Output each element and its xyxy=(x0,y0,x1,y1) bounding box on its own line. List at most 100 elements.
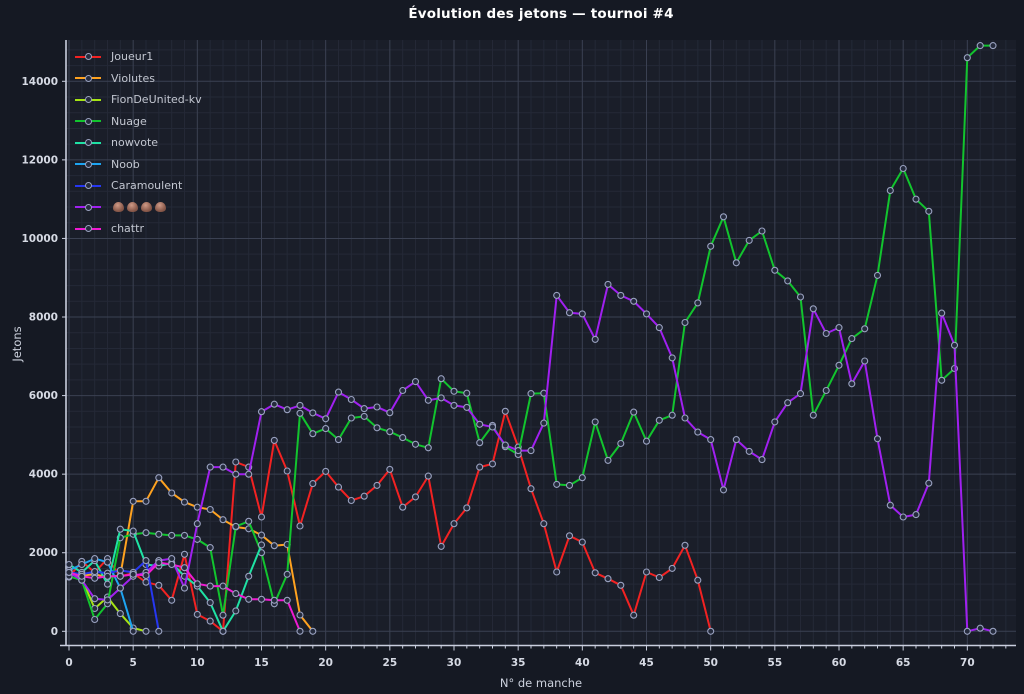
data-point-marker xyxy=(116,572,124,580)
x-tick-label: 45 xyxy=(639,657,654,669)
data-point-marker xyxy=(630,297,638,305)
legend-item-fiondeunited-kv[interactable]: FionDeUnited-kv xyxy=(75,89,202,111)
data-point-marker xyxy=(424,444,432,452)
data-point-marker xyxy=(424,472,432,480)
data-point-marker xyxy=(758,227,766,235)
data-point-marker xyxy=(719,213,728,221)
data-point-marker xyxy=(155,530,163,538)
legend-item-nuage[interactable]: Nuage xyxy=(75,111,202,133)
data-point-marker xyxy=(116,525,124,533)
data-point-marker xyxy=(437,394,445,402)
data-point-marker xyxy=(180,550,189,558)
legend-marker-dot xyxy=(84,139,92,147)
data-point-marker xyxy=(270,436,278,444)
data-point-marker xyxy=(553,568,561,576)
data-point-marker xyxy=(848,380,856,388)
data-point-marker xyxy=(386,428,394,436)
data-point-marker xyxy=(257,595,266,603)
data-point-marker xyxy=(399,434,407,442)
x-tick-labels: 0 5 10 15 20 25 30 35 40 45 50 55 60 65 70 xyxy=(65,657,974,669)
data-point-marker xyxy=(206,505,214,514)
legend-label: Violutes xyxy=(111,71,155,85)
data-point-marker xyxy=(873,271,882,279)
x-tick-label: 15 xyxy=(254,657,269,669)
data-point-marker xyxy=(784,277,792,285)
data-point-marker xyxy=(463,504,471,512)
data-point-marker xyxy=(142,529,150,537)
data-point-marker xyxy=(835,361,843,369)
data-point-marker xyxy=(488,423,497,431)
chart-title: Évolution des jetons — tournoi #4 xyxy=(408,6,674,22)
legend-swatch xyxy=(75,117,101,125)
data-point-marker xyxy=(655,416,663,424)
data-point-marker xyxy=(386,409,394,417)
data-point-marker xyxy=(347,414,355,422)
poop-emoji-icon xyxy=(154,201,166,212)
legend-item-poop-emojis[interactable] xyxy=(75,197,202,219)
legend-swatch xyxy=(75,225,101,233)
data-point-marker xyxy=(925,207,933,215)
data-point-marker xyxy=(232,458,240,466)
y-tick-label: 4000 xyxy=(29,469,58,481)
data-point-marker xyxy=(180,531,189,539)
data-point-marker xyxy=(103,580,112,588)
data-point-marker xyxy=(193,580,201,588)
data-point-marker xyxy=(103,596,112,604)
y-tick-label: 14000 xyxy=(21,76,58,88)
data-point-marker xyxy=(322,467,330,475)
data-point-marker xyxy=(642,437,651,445)
data-point-marker xyxy=(245,572,253,580)
legend-item-chattr[interactable]: chattr xyxy=(75,218,202,240)
poop-emoji-icon xyxy=(140,201,152,212)
data-point-marker xyxy=(925,479,933,487)
data-point-marker xyxy=(116,610,124,618)
data-point-marker xyxy=(796,293,805,301)
legend-item-joueur1[interactable]: Joueur1 xyxy=(75,46,202,68)
data-point-marker xyxy=(219,516,227,524)
data-point-marker xyxy=(91,615,99,624)
y-tick-label: 0 xyxy=(51,626,58,638)
data-point-marker xyxy=(347,496,355,505)
legend-marker-dot xyxy=(84,74,92,82)
data-point-marker xyxy=(668,354,676,362)
x-tick-label: 30 xyxy=(447,657,462,669)
x-tick-label: 10 xyxy=(190,657,205,669)
legend-marker-dot xyxy=(84,225,92,233)
data-point-marker xyxy=(681,414,689,422)
data-point-marker xyxy=(899,164,907,173)
data-point-marker xyxy=(771,266,779,274)
data-point-marker xyxy=(116,566,124,574)
legend-item-nowvote[interactable]: nowvote xyxy=(75,132,202,154)
data-point-marker xyxy=(232,607,240,615)
plot-area xyxy=(66,40,1016,646)
series-line-poop-emojis xyxy=(65,280,997,635)
data-point-marker xyxy=(360,405,368,413)
data-point-marker xyxy=(334,483,343,491)
legend-item-violutes[interactable]: Violutes xyxy=(75,68,202,90)
legend-label: nowvote xyxy=(111,136,159,150)
legend-item-noob[interactable]: Noob xyxy=(75,154,202,176)
data-point-marker xyxy=(565,309,574,317)
grid-major xyxy=(66,40,1016,646)
data-point-marker xyxy=(168,531,176,539)
data-point-marker xyxy=(232,522,240,530)
data-point-marker xyxy=(78,560,86,569)
legend-item-caramoulent[interactable]: Caramoulent xyxy=(75,175,202,197)
data-point-marker xyxy=(553,480,561,488)
y-tick-label: 12000 xyxy=(21,154,58,166)
data-point-marker xyxy=(168,555,176,563)
data-point-marker xyxy=(861,325,869,333)
data-point-marker xyxy=(283,570,291,578)
data-point-marker xyxy=(463,403,471,411)
data-point-marker xyxy=(142,627,150,635)
data-point-marker xyxy=(270,400,278,408)
data-point-marker xyxy=(334,388,343,396)
data-point-marker xyxy=(989,42,997,50)
data-point-marker xyxy=(514,447,522,455)
data-point-marker xyxy=(565,481,574,489)
data-point-marker xyxy=(245,595,253,603)
data-point-marker xyxy=(694,576,702,584)
y-tick-label: 8000 xyxy=(29,312,58,324)
data-point-marker xyxy=(963,54,971,62)
data-point-marker xyxy=(745,236,753,244)
